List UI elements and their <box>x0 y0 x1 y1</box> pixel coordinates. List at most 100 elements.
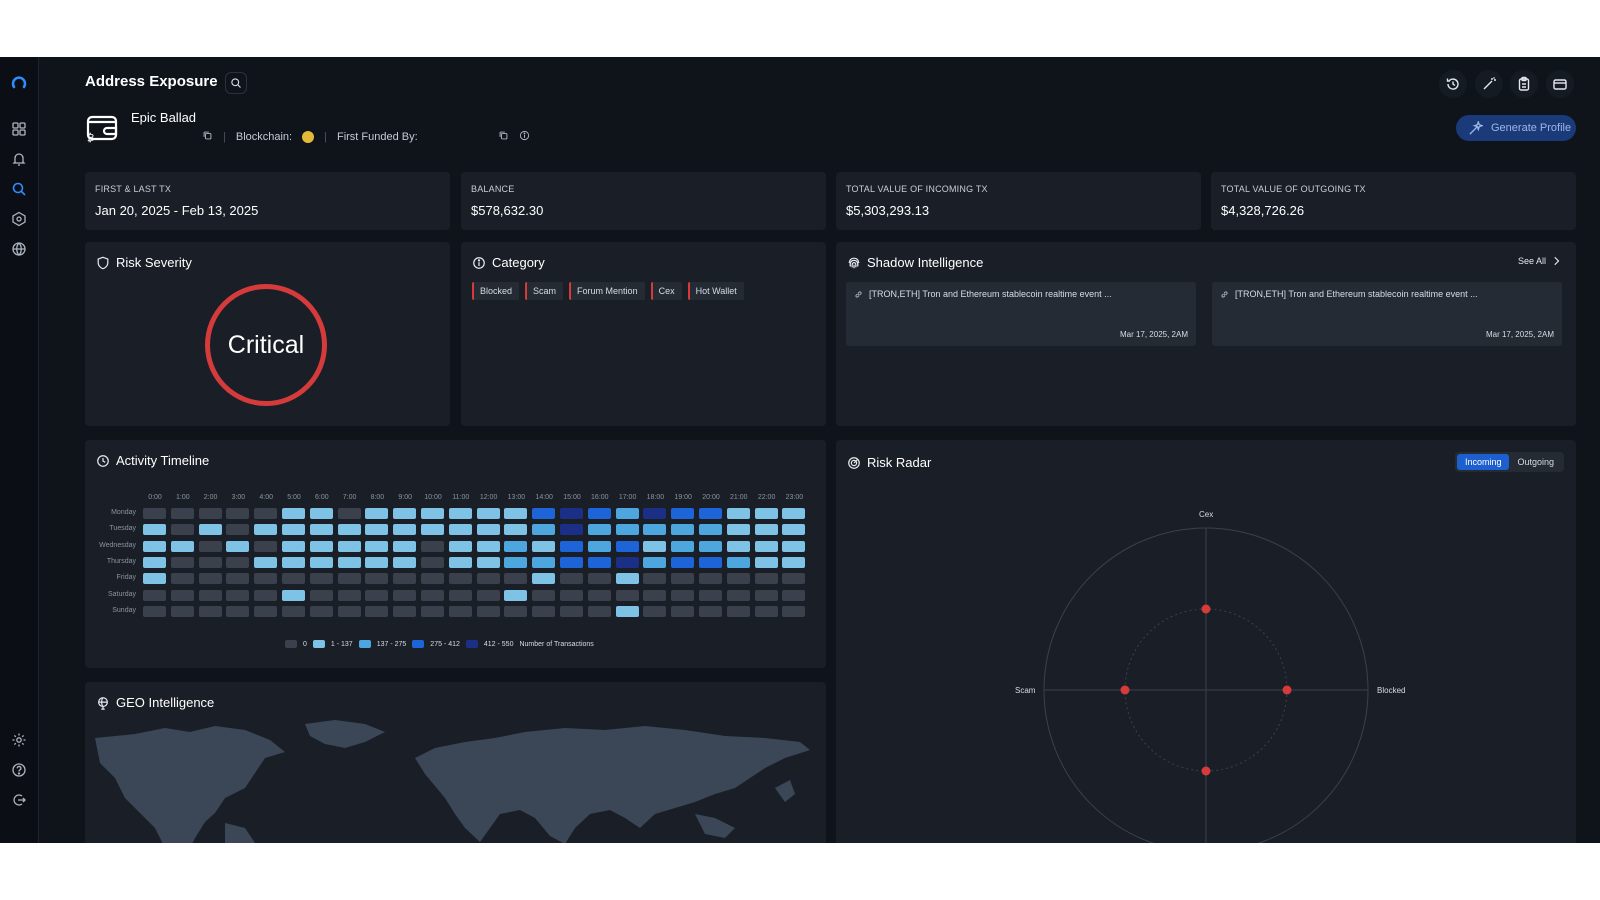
heatmap-cell[interactable] <box>365 508 389 519</box>
heatmap-cell[interactable] <box>671 508 695 519</box>
heatmap-cell[interactable] <box>282 524 305 536</box>
heatmap-cell[interactable] <box>699 540 722 552</box>
heatmap-cell[interactable] <box>337 524 361 536</box>
heatmap-cell[interactable] <box>671 605 695 617</box>
heatmap-cell[interactable] <box>504 589 528 601</box>
heatmap-cell[interactable] <box>143 524 166 536</box>
heatmap-cell[interactable] <box>309 589 333 601</box>
heatmap-cell[interactable] <box>754 556 778 568</box>
heatmap-cell[interactable] <box>643 540 667 552</box>
wallet-button[interactable] <box>1546 70 1574 98</box>
heatmap-cell[interactable] <box>699 573 722 585</box>
heatmap-cell[interactable] <box>448 540 472 552</box>
heatmap-cell[interactable] <box>365 605 389 617</box>
heatmap-cell[interactable] <box>532 589 556 601</box>
heatmap-cell[interactable] <box>532 573 556 585</box>
heatmap-cell[interactable] <box>726 589 750 601</box>
heatmap-cell[interactable] <box>504 524 528 536</box>
heatmap-cell[interactable] <box>643 508 667 519</box>
heatmap-cell[interactable] <box>560 556 583 568</box>
heatmap-cell[interactable] <box>615 573 639 585</box>
heatmap-cell[interactable] <box>448 508 472 519</box>
heatmap-cell[interactable] <box>143 540 166 552</box>
heatmap-cell[interactable] <box>476 573 500 585</box>
heatmap-cell[interactable] <box>699 556 722 568</box>
heatmap-cell[interactable] <box>560 589 583 601</box>
heatmap-cell[interactable] <box>726 524 750 536</box>
heatmap-cell[interactable] <box>532 556 556 568</box>
info-icon[interactable] <box>519 130 530 144</box>
heatmap-cell[interactable] <box>393 589 417 601</box>
heatmap-cell[interactable] <box>754 573 778 585</box>
heatmap-cell[interactable] <box>671 556 695 568</box>
heatmap-cell[interactable] <box>309 524 333 536</box>
heatmap-cell[interactable] <box>532 540 556 552</box>
heatmap-cell[interactable] <box>448 524 472 536</box>
heatmap-cell[interactable] <box>337 508 361 519</box>
heatmap-cell[interactable] <box>254 589 278 601</box>
heatmap-cell[interactable] <box>587 605 611 617</box>
heatmap-cell[interactable] <box>448 556 472 568</box>
heatmap-cell[interactable] <box>170 605 194 617</box>
heatmap-cell[interactable] <box>615 540 639 552</box>
heatmap-cell[interactable] <box>337 589 361 601</box>
heatmap-cell[interactable] <box>587 573 611 585</box>
heatmap-cell[interactable] <box>671 540 695 552</box>
heatmap-cell[interactable] <box>170 508 194 519</box>
heatmap-cell[interactable] <box>198 605 222 617</box>
heatmap-cell[interactable] <box>587 589 611 601</box>
generate-profile-button[interactable]: Generate Profile <box>1456 115 1576 141</box>
heatmap-cell[interactable] <box>226 573 250 585</box>
network-icon[interactable] <box>8 208 30 230</box>
heatmap-cell[interactable] <box>448 589 472 601</box>
heatmap-cell[interactable] <box>448 573 472 585</box>
heatmap-cell[interactable] <box>198 524 222 536</box>
heatmap-cell[interactable] <box>226 540 250 552</box>
heatmap-cell[interactable] <box>504 573 528 585</box>
heatmap-cell[interactable] <box>504 540 528 552</box>
heatmap-cell[interactable] <box>226 589 250 601</box>
heatmap-cell[interactable] <box>198 508 222 519</box>
heatmap-cell[interactable] <box>393 524 417 536</box>
see-all-link[interactable]: See All <box>1518 256 1560 266</box>
heatmap-cell[interactable] <box>560 573 583 585</box>
heatmap-cell[interactable] <box>170 556 194 568</box>
heatmap-cell[interactable] <box>476 589 500 601</box>
heatmap-cell[interactable] <box>782 589 806 601</box>
tab-outgoing[interactable]: Outgoing <box>1517 457 1554 467</box>
heatmap-cell[interactable] <box>198 540 222 552</box>
heatmap-cell[interactable] <box>421 508 444 519</box>
heatmap-cell[interactable] <box>421 573 444 585</box>
heatmap-cell[interactable] <box>365 573 389 585</box>
heatmap-cell[interactable] <box>198 573 222 585</box>
heatmap-cell[interactable] <box>282 556 305 568</box>
heatmap-cell[interactable] <box>393 540 417 552</box>
heatmap-cell[interactable] <box>309 605 333 617</box>
heatmap-cell[interactable] <box>143 508 166 519</box>
settings-icon[interactable] <box>8 729 30 751</box>
search-nav-icon[interactable] <box>8 178 30 200</box>
heatmap-cell[interactable] <box>476 524 500 536</box>
heatmap-cell[interactable] <box>587 508 611 519</box>
heatmap-cell[interactable] <box>699 589 722 601</box>
globe-icon[interactable] <box>8 238 30 260</box>
heatmap-cell[interactable] <box>337 556 361 568</box>
logout-icon[interactable] <box>8 789 30 811</box>
heatmap-cell[interactable] <box>615 589 639 601</box>
heatmap-cell[interactable] <box>754 540 778 552</box>
heatmap-cell[interactable] <box>754 524 778 536</box>
heatmap-cell[interactable] <box>282 589 305 601</box>
heatmap-cell[interactable] <box>337 605 361 617</box>
heatmap-cell[interactable] <box>421 589 444 601</box>
heatmap-cell[interactable] <box>170 540 194 552</box>
heatmap-cell[interactable] <box>198 556 222 568</box>
heatmap-cell[interactable] <box>393 508 417 519</box>
heatmap-cell[interactable] <box>671 589 695 601</box>
heatmap-cell[interactable] <box>254 573 278 585</box>
heatmap-cell[interactable] <box>309 573 333 585</box>
heatmap-cell[interactable] <box>421 556 444 568</box>
heatmap-cell[interactable] <box>337 540 361 552</box>
heatmap-cell[interactable] <box>476 508 500 519</box>
heatmap-cell[interactable] <box>726 605 750 617</box>
heatmap-cell[interactable] <box>671 573 695 585</box>
